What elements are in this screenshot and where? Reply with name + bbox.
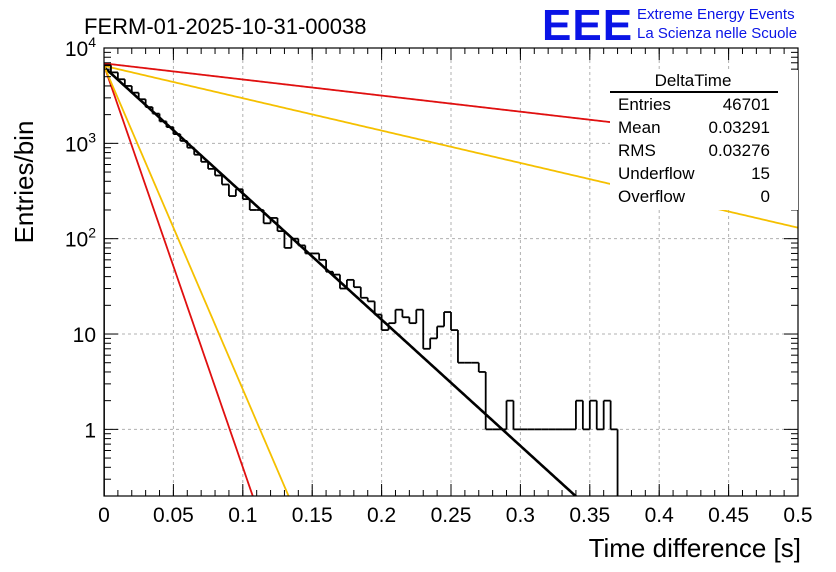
x-tick-label: 0.15 xyxy=(292,504,333,527)
stats-value-entries: 46701 xyxy=(723,95,770,114)
x-tick-label: 0.05 xyxy=(153,504,194,527)
stats-label-entries: Entries xyxy=(618,95,671,114)
x-tick-label: 0.35 xyxy=(569,504,610,527)
stats-value-overflow: 0 xyxy=(761,187,770,206)
stats-value-underflow: 15 xyxy=(751,164,770,183)
y-tick-label: 103 xyxy=(65,129,96,156)
x-tick-labels: 0 0.05 0.1 0.15 0.2 0.25 0.3 0.35 0.4 0.45 0.5 xyxy=(98,504,812,527)
fit-line-red-fast xyxy=(104,64,254,496)
stats-label-underflow: Underflow xyxy=(618,164,695,183)
stats-box: DeltaTime Entries 46701 Mean 0.03291 RMS… xyxy=(610,70,798,210)
logo-mark: EEE xyxy=(542,1,633,50)
y-tick-label: 10 xyxy=(73,324,96,347)
x-tick-label: 0.45 xyxy=(708,504,749,527)
stats-title: DeltaTime xyxy=(655,71,732,90)
x-axis-label: Time difference [s] xyxy=(589,533,801,563)
logo-line1: Extreme Energy Events xyxy=(637,6,795,23)
x-tick-label: 0 xyxy=(98,504,110,527)
x-tick-label: 0.5 xyxy=(783,504,812,527)
stats-box-background xyxy=(610,70,798,210)
y-tick-label: 1 xyxy=(84,419,96,442)
stats-value-mean: 0.03291 xyxy=(709,118,770,137)
y-axis-label: Entries/bin xyxy=(9,121,39,244)
axis-ticks xyxy=(103,47,799,497)
logo-line2: La Scienza nelle Scuole xyxy=(637,25,797,42)
chart-title: FERM-01-2025-10-31-00038 xyxy=(84,14,367,39)
stats-label-overflow: Overflow xyxy=(618,187,686,206)
x-tick-label: 0.4 xyxy=(645,504,675,527)
x-tick-label: 0.2 xyxy=(367,504,396,527)
stats-label-mean: Mean xyxy=(618,118,661,137)
histogram xyxy=(104,64,619,496)
x-tick-label: 0.3 xyxy=(506,504,535,527)
stats-label-rms: RMS xyxy=(618,141,656,160)
y-tick-label: 104 xyxy=(65,34,96,61)
x-tick-label: 0.25 xyxy=(431,504,472,527)
y-tick-labels: 1 10 102 103 104 xyxy=(65,34,96,442)
x-tick-label: 0.1 xyxy=(228,504,257,527)
stats-value-rms: 0.03276 xyxy=(709,141,770,160)
fit-line-yellow-fast xyxy=(104,65,290,496)
y-tick-label: 102 xyxy=(65,225,96,252)
eee-logo: EEE Extreme Energy Events La Scienza nel… xyxy=(542,1,797,50)
